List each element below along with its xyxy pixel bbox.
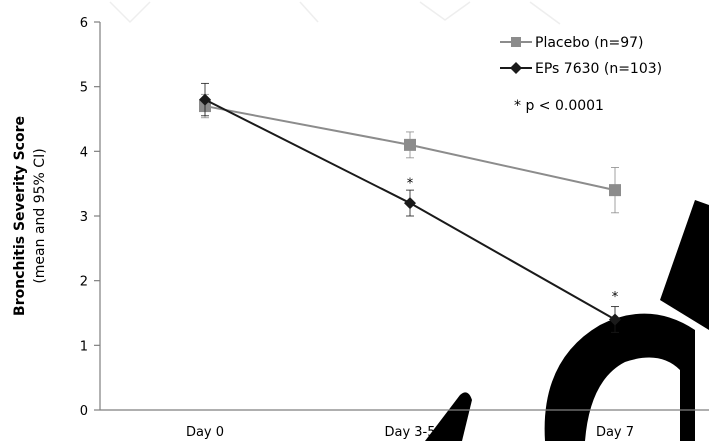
series-0	[199, 93, 621, 214]
data-point-diamond	[404, 197, 416, 210]
watermark-shapes	[425, 200, 709, 441]
data-point-square	[609, 184, 621, 197]
significance-asterisk: *	[612, 290, 619, 305]
data-point-diamond	[199, 93, 211, 106]
legend-square-marker	[511, 37, 521, 47]
data-point-diamond	[609, 313, 621, 326]
y-tick-label: 3	[80, 210, 88, 225]
series-1	[199, 82, 621, 333]
significance-note: * p < 0.0001	[514, 98, 604, 114]
series-layer	[199, 82, 621, 333]
y-tick-label: 4	[80, 145, 88, 160]
y-tick-label: 5	[80, 81, 88, 96]
y-axis-label-line2: (mean and 95% CI)	[32, 148, 48, 283]
y-axis-label-line1: Bronchitis Severity Score	[12, 116, 28, 316]
legend: Placebo (n=97) EPs 7630 (n=103) * p < 0.…	[500, 35, 662, 114]
legend-label-placebo: Placebo (n=97)	[535, 35, 643, 51]
significance-asterisk: *	[407, 177, 414, 192]
y-axis-ticks: 0 1 2 3 4 5 6	[80, 16, 100, 419]
legend-label-eps: EPs 7630 (n=103)	[535, 61, 662, 77]
x-tick-label: Day 7	[596, 425, 634, 440]
y-tick-label: 1	[80, 339, 88, 354]
data-point-square	[404, 138, 416, 151]
legend-item-placebo: Placebo (n=97)	[500, 35, 643, 51]
y-axis-label: Bronchitis Severity Score (mean and 95% …	[12, 116, 48, 316]
legend-item-eps: EPs 7630 (n=103)	[500, 61, 662, 77]
x-tick-label: Day 0	[186, 425, 224, 440]
x-tick-label: Day 3-5	[384, 425, 435, 440]
x-axis-ticks: Day 0 Day 3-5 Day 7	[186, 425, 634, 440]
annotation-layer: **	[407, 177, 619, 305]
legend-diamond-marker	[510, 62, 522, 74]
y-tick-label: 0	[80, 404, 88, 419]
y-tick-label: 2	[80, 275, 88, 290]
y-tick-label: 6	[80, 16, 88, 31]
background-decoration	[109, 1, 561, 25]
